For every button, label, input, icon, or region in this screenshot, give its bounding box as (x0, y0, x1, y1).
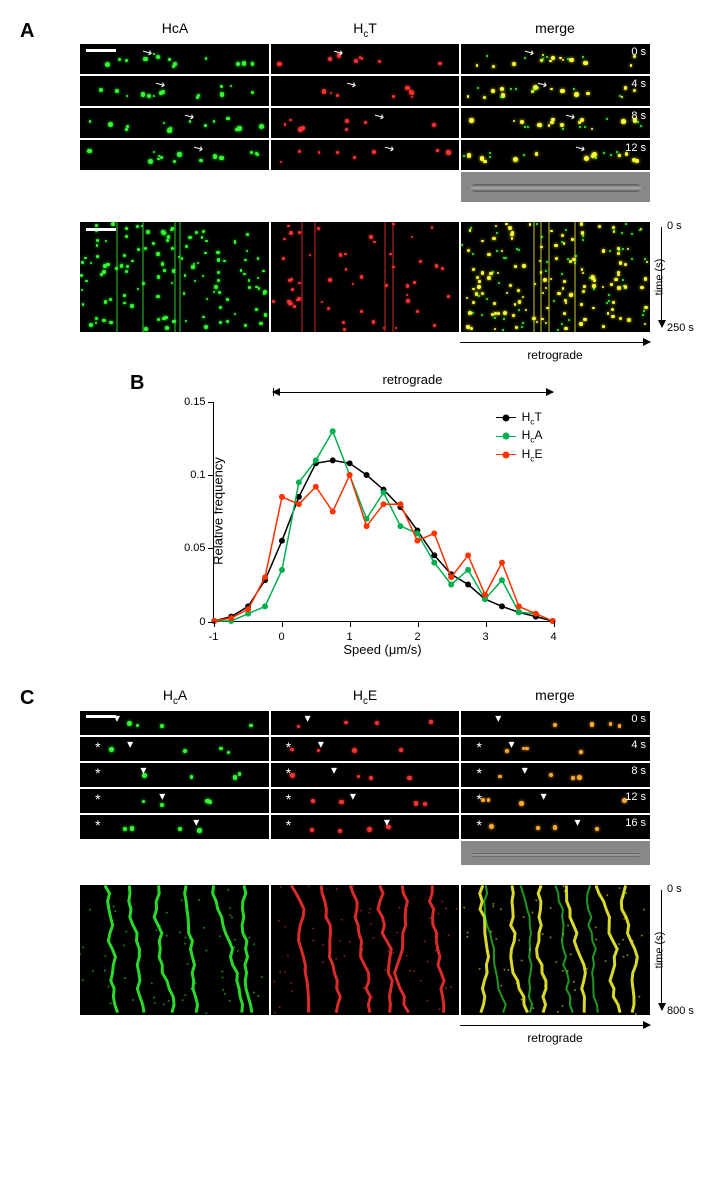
panel-a-label: A (20, 20, 34, 43)
retrograde-arrow-c: retrograde (460, 1019, 650, 1039)
panel-b-label: B (130, 372, 144, 395)
panel-c-col1: HcA (80, 687, 270, 707)
time-axis-c: 0 s time (s) 800 s (653, 885, 698, 1015)
chart-b-retro-arrow: retrograde (213, 376, 553, 396)
panel-c-kymographs: 0 s time (s) 800 s (80, 885, 650, 1015)
kymo-a-merge (461, 222, 650, 332)
panel-a-timelapse: ↘↘↘0 s↘↘↘4 s↘↘↘8 s↘↘↘12 s (80, 44, 650, 202)
scalebar-icon (86, 228, 116, 231)
panel-a-col3: merge (460, 20, 650, 40)
panel-a-col1: HcA (80, 20, 270, 40)
panel-c-col3: merge (460, 687, 650, 707)
kymo-a-red (271, 222, 460, 332)
panel-b: B retrograde Relative frequency HcTHcAHc… (20, 376, 685, 657)
panel-c: C HcA HcE merge ▾▾▾0 s▾*▾*▾*4 s▾*▾*▾*8 s… (20, 687, 685, 1039)
chart-b-legend: HcTHcAHcE (496, 410, 543, 465)
retrograde-label-c: retrograde (527, 1031, 582, 1045)
panel-a-kymographs: 0 s time (s) 250 s (80, 222, 650, 332)
panel-c-col2: HcE (270, 687, 460, 707)
figure: A HcA HcT merge ↘↘↘0 s↘↘↘4 s↘↘↘8 s↘↘↘12 … (20, 20, 685, 1039)
panel-c-timelapse: ▾▾▾0 s▾*▾*▾*4 s▾*▾*▾*8 s▾*▾*▾*12 s▾*▾*▾*… (80, 711, 650, 865)
chart-b-xlabel: Speed (μm/s) (213, 642, 553, 657)
panel-a-headers: HcA HcT merge (80, 20, 650, 44)
retrograde-label: retrograde (527, 348, 582, 362)
panel-a-col2: HcT (270, 20, 460, 40)
kymo-a-green (80, 222, 269, 332)
time-axis-a: 0 s time (s) 250 s (653, 222, 698, 332)
chart-b-plot: Relative frequency HcTHcAHcE 00.050.10.1… (213, 402, 553, 622)
retrograde-arrow-a: retrograde (460, 336, 650, 356)
panel-c-headers: HcA HcE merge (80, 687, 650, 711)
kymo-c-green (80, 885, 269, 1015)
kymo-c-merge (461, 885, 650, 1015)
chart-b: retrograde Relative frequency HcTHcAHcE … (153, 376, 553, 657)
panel-c-label: C (20, 687, 34, 710)
panel-a: A HcA HcT merge ↘↘↘0 s↘↘↘4 s↘↘↘8 s↘↘↘12 … (20, 20, 685, 356)
kymo-c-red (271, 885, 460, 1015)
